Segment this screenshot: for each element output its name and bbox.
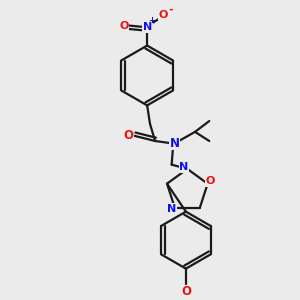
Text: O: O bbox=[159, 10, 168, 20]
Text: -: - bbox=[169, 4, 173, 14]
Text: O: O bbox=[205, 176, 214, 186]
Text: +: + bbox=[148, 16, 155, 25]
Text: N: N bbox=[179, 163, 188, 172]
Text: O: O bbox=[119, 21, 128, 31]
Text: O: O bbox=[181, 285, 191, 298]
Text: O: O bbox=[123, 129, 133, 142]
Text: N: N bbox=[167, 204, 176, 214]
Text: N: N bbox=[142, 22, 152, 32]
Text: N: N bbox=[169, 137, 179, 150]
